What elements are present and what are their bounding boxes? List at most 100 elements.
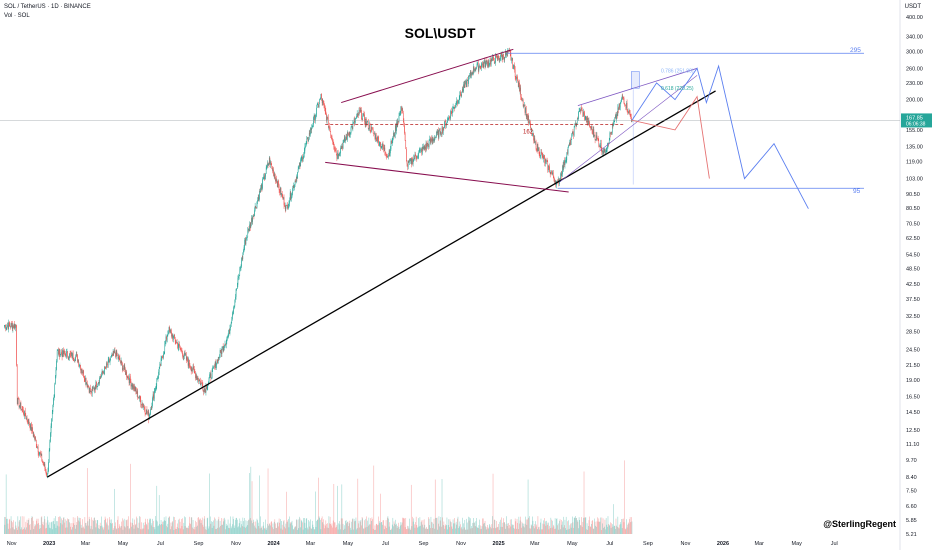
volume-bar bbox=[629, 517, 631, 534]
candle-body bbox=[58, 350, 59, 355]
candle-body bbox=[357, 113, 359, 114]
candle-body bbox=[424, 146, 426, 149]
candle-body bbox=[289, 200, 290, 204]
candle-body bbox=[482, 64, 484, 68]
volume-bar bbox=[554, 518, 556, 534]
candle-body bbox=[388, 150, 390, 156]
candle-body bbox=[139, 395, 140, 399]
price-tick-label: 14.50 bbox=[906, 410, 920, 416]
candle-body bbox=[11, 323, 12, 325]
candle-body bbox=[57, 350, 59, 351]
candle-body bbox=[340, 147, 341, 154]
symbol-title[interactable]: SOL / TetherUS · 1D · BINANCE bbox=[4, 4, 91, 10]
time-tick-label: May bbox=[567, 541, 578, 547]
candle-body bbox=[47, 471, 49, 474]
volume-bar bbox=[432, 528, 434, 534]
candle-body bbox=[267, 163, 268, 168]
price-tick-label: 5.85 bbox=[906, 518, 917, 524]
candle-body bbox=[269, 157, 271, 165]
time-tick-label: 2025 bbox=[492, 541, 504, 547]
candle-body bbox=[340, 147, 342, 149]
volume-bar bbox=[488, 527, 490, 534]
candle-body bbox=[237, 278, 239, 285]
candle-body bbox=[324, 108, 326, 111]
volume-bar bbox=[425, 528, 427, 534]
volume-bar bbox=[312, 524, 314, 534]
price-tick-label: 80.50 bbox=[906, 206, 920, 212]
candle-body bbox=[26, 417, 28, 421]
candle-body bbox=[529, 122, 531, 124]
volume-bar bbox=[578, 517, 580, 534]
volume-bar bbox=[231, 526, 233, 534]
volume-bar bbox=[476, 526, 478, 534]
volume-bar bbox=[474, 522, 475, 534]
volume-bar bbox=[111, 523, 113, 534]
volume-bar bbox=[623, 522, 625, 534]
candle-body bbox=[93, 387, 95, 390]
volume-bar bbox=[34, 526, 35, 534]
candle-body bbox=[287, 205, 289, 209]
candle-body bbox=[620, 101, 622, 103]
candle-body bbox=[59, 348, 60, 357]
candle-body bbox=[75, 354, 77, 357]
volume-bar bbox=[482, 518, 483, 534]
candle-body bbox=[428, 143, 429, 148]
volume-bar bbox=[584, 517, 585, 534]
volume-bar bbox=[141, 522, 142, 534]
volume-bar bbox=[202, 524, 204, 534]
candle-body bbox=[304, 150, 305, 155]
volume-bar bbox=[175, 528, 177, 534]
candle-body bbox=[42, 461, 44, 464]
volume-bar bbox=[59, 516, 60, 534]
candle-body bbox=[616, 114, 617, 120]
volume-bar bbox=[233, 519, 234, 534]
candle-body bbox=[366, 122, 368, 125]
candle-body bbox=[419, 150, 421, 152]
volume-bar bbox=[373, 465, 375, 534]
volume-bar bbox=[323, 524, 325, 534]
candle-body bbox=[354, 119, 356, 123]
volume-bar bbox=[478, 525, 480, 534]
candle-body bbox=[385, 153, 387, 156]
volume-bar bbox=[236, 517, 237, 534]
volume-bar bbox=[396, 523, 397, 534]
volume-bar bbox=[134, 525, 136, 534]
volume-bar bbox=[165, 520, 166, 534]
volume-bar bbox=[166, 527, 168, 534]
candle-body bbox=[220, 350, 221, 352]
volume-bar bbox=[48, 522, 50, 534]
volume-bar bbox=[423, 519, 425, 534]
candle-body bbox=[78, 360, 79, 366]
candle-body bbox=[138, 397, 140, 399]
volume-bar bbox=[443, 521, 445, 534]
time-tick-label: Jul bbox=[831, 541, 838, 547]
candle-body bbox=[42, 460, 43, 462]
volume-bar bbox=[326, 527, 328, 534]
volume-bar bbox=[101, 516, 102, 534]
candle-body bbox=[332, 141, 334, 145]
candle-body bbox=[119, 357, 121, 362]
volume-bar bbox=[393, 521, 395, 534]
volume-bar bbox=[217, 527, 218, 534]
volume-bar bbox=[11, 522, 13, 534]
price-tick-label: 32.50 bbox=[906, 314, 920, 320]
candle-body bbox=[306, 138, 308, 143]
volume-bar bbox=[524, 527, 525, 534]
volume-bar bbox=[322, 522, 324, 534]
volume-bar bbox=[155, 520, 157, 534]
candle-body bbox=[449, 116, 450, 118]
candle-body bbox=[294, 184, 295, 188]
candle-body bbox=[69, 353, 70, 359]
volume-indicator-label[interactable]: Vol · SOL bbox=[4, 13, 30, 19]
volume-bar bbox=[80, 518, 81, 534]
candle-body bbox=[192, 369, 193, 371]
volume-bar bbox=[244, 517, 245, 534]
candle-body bbox=[66, 351, 68, 353]
candle-body bbox=[515, 76, 517, 80]
candle-body bbox=[411, 158, 413, 164]
volume-bar bbox=[280, 528, 282, 534]
candle-body bbox=[358, 113, 359, 116]
candle-body bbox=[71, 352, 72, 355]
